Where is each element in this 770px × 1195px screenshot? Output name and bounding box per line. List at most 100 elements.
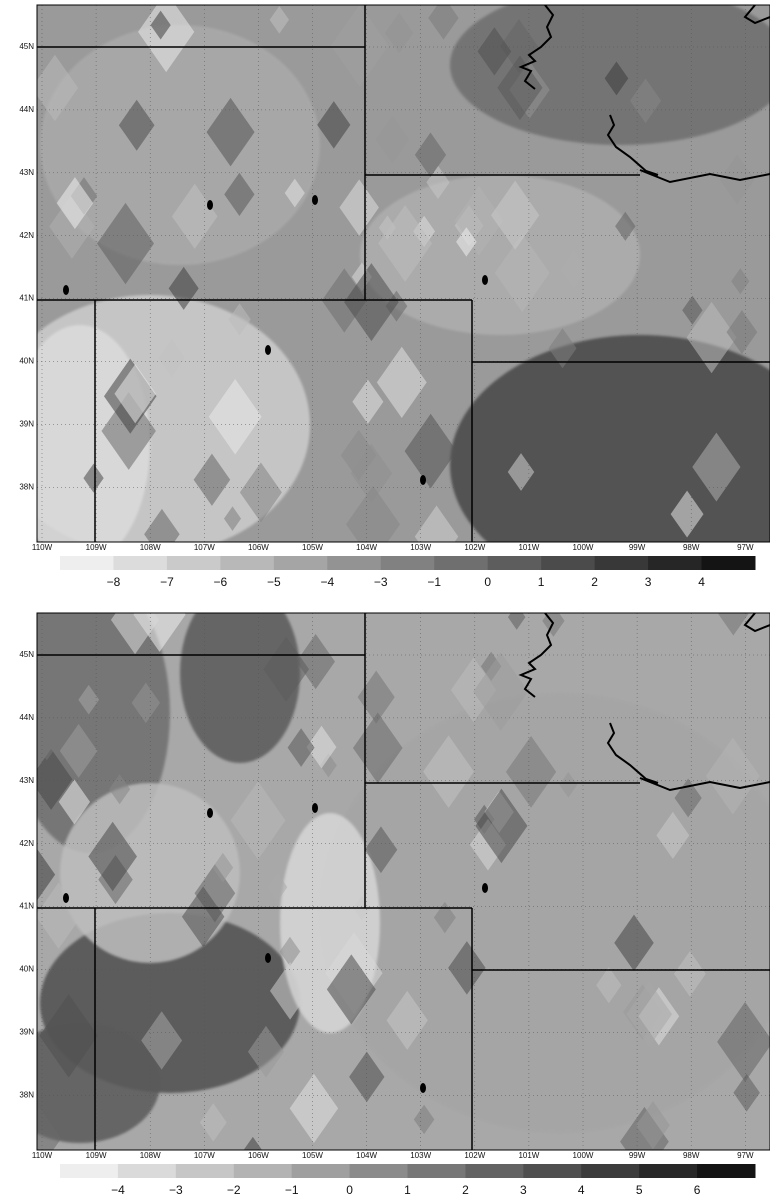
colorbar-swatch xyxy=(465,1164,524,1178)
contour-cell xyxy=(78,684,100,715)
contour-cell xyxy=(279,936,301,967)
contour-cell xyxy=(158,339,186,378)
colorbar-label: 3 xyxy=(520,1183,527,1195)
contour-cell xyxy=(615,211,636,241)
contour-cell xyxy=(375,115,410,164)
contour-cell xyxy=(494,233,550,313)
lat-label: 42N xyxy=(19,839,34,848)
lon-label: 105W xyxy=(302,1151,323,1160)
map-frame xyxy=(36,612,770,1151)
colorbar-swatch xyxy=(701,556,756,570)
lat-label: 45N xyxy=(19,42,34,51)
lat-label: 39N xyxy=(19,1028,34,1037)
contour-cell xyxy=(110,613,160,655)
contour-cell xyxy=(490,180,540,250)
river xyxy=(518,613,770,792)
lon-label: 106W xyxy=(248,1151,269,1160)
lat-label: 42N xyxy=(19,231,34,240)
contour-cell xyxy=(629,78,662,124)
colorbar-label: 4 xyxy=(698,575,705,589)
lat-label: 41N xyxy=(19,294,34,303)
contour-cell xyxy=(247,1025,285,1078)
lon-label: 98W xyxy=(683,543,700,552)
contour-cell xyxy=(682,295,703,325)
contour-cell xyxy=(726,310,758,355)
contour-cell xyxy=(212,852,234,883)
contour-cell xyxy=(269,5,289,34)
contour-cell xyxy=(477,27,512,76)
contour-cell xyxy=(230,781,286,860)
colorbar-swatch xyxy=(487,556,542,570)
contour-cell xyxy=(138,5,195,73)
colorbar-label: 1 xyxy=(404,1183,411,1195)
contour-cell xyxy=(559,771,578,798)
contour-cell xyxy=(376,346,427,419)
contour-cell xyxy=(37,748,73,810)
colorbar-swatch xyxy=(166,556,221,570)
contour-cell xyxy=(317,101,351,149)
contour-cell xyxy=(423,735,474,808)
colorbar-swatch xyxy=(113,556,168,570)
lon-label: 108W xyxy=(140,1151,161,1160)
lon-label: 103W xyxy=(410,543,431,552)
contour-cell xyxy=(88,821,137,892)
contour-cell xyxy=(596,967,622,1004)
colorbar-label: 0 xyxy=(484,575,491,589)
lon-label: 109W xyxy=(86,1151,107,1160)
lon-label: 107W xyxy=(194,543,215,552)
contour-cell xyxy=(56,177,94,230)
lon-label: 98W xyxy=(683,1151,700,1160)
contour-cell xyxy=(656,811,690,859)
contour-cell xyxy=(456,227,477,257)
contour-cell xyxy=(604,61,629,96)
contour-cell xyxy=(428,5,459,40)
contour-cell xyxy=(505,735,557,808)
contour-cell xyxy=(626,981,673,1047)
colorbar-label: 6 xyxy=(694,1183,701,1195)
lake xyxy=(63,893,69,903)
lon-label: 99W xyxy=(629,1151,646,1160)
colorbar-swatch xyxy=(541,556,596,570)
contour-cell xyxy=(141,1011,183,1070)
colorbar-label: 2 xyxy=(591,575,598,589)
contour-cell xyxy=(548,328,577,369)
contour-cell xyxy=(37,882,82,949)
contour-cell xyxy=(37,729,58,761)
contour-cell xyxy=(733,1073,760,1112)
river xyxy=(518,5,770,184)
lon-label: 103W xyxy=(410,1151,431,1160)
lon-label: 110W xyxy=(32,1151,53,1160)
contour-cell xyxy=(349,1051,385,1103)
contour-cell xyxy=(414,505,459,542)
contour-cell xyxy=(357,670,395,724)
contour-cell xyxy=(378,215,396,240)
contour-cell xyxy=(97,202,154,285)
contour-cell xyxy=(267,872,288,902)
lon-label: 104W xyxy=(356,1151,377,1160)
colorbar-label: −5 xyxy=(267,575,281,589)
lake xyxy=(312,195,318,205)
contour-cell xyxy=(350,443,393,504)
contour-cell xyxy=(364,826,398,874)
colorbar-swatch xyxy=(648,556,703,570)
contour-cell xyxy=(239,462,282,523)
lon-label: 108W xyxy=(140,543,161,552)
field-zone xyxy=(360,175,640,335)
colorbar-label: 2 xyxy=(462,1183,469,1195)
contour-cell xyxy=(199,1103,227,1142)
contour-cell xyxy=(131,682,161,724)
colorbar-swatch xyxy=(233,1164,293,1178)
colorbar-label: −2 xyxy=(227,1183,241,1195)
field-zone xyxy=(40,25,320,265)
lat-label: 43N xyxy=(19,776,34,785)
contour-cell xyxy=(448,941,486,995)
contour-cell xyxy=(284,178,305,208)
lake xyxy=(420,475,426,485)
colorbar-label: −4 xyxy=(111,1183,125,1195)
lon-label: 106W xyxy=(248,543,269,552)
lake xyxy=(312,803,318,813)
colorbar-label: −1 xyxy=(427,575,441,589)
contour-cell xyxy=(244,1136,262,1150)
colorbar-swatch xyxy=(523,1164,582,1178)
